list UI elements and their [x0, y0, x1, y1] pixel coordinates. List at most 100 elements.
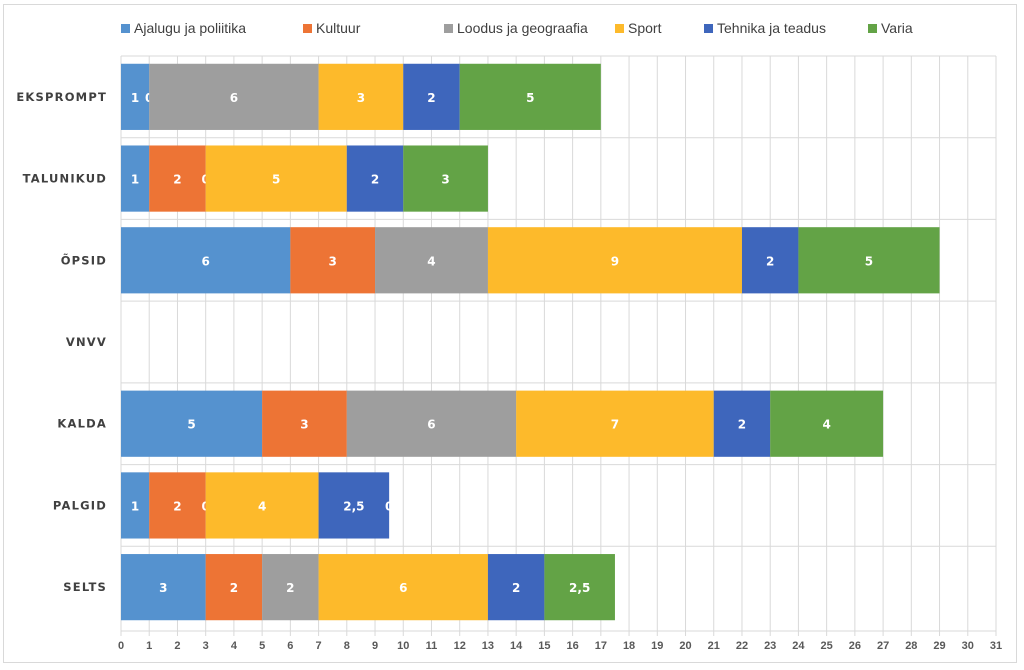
- bar-segment: [516, 390, 714, 457]
- category-label: EKSPROMPT: [16, 90, 107, 104]
- category-label: TALUNIKUD: [23, 172, 107, 186]
- bar-segment: [121, 63, 150, 130]
- legend-swatch: [615, 23, 624, 33]
- legend-item: Sport: [615, 20, 661, 36]
- x-tick-label: 15: [538, 640, 550, 652]
- x-tick-label: 29: [933, 640, 945, 652]
- legend-item: Varia: [868, 20, 913, 36]
- legend-item: Ajalugu ja poliitika: [121, 20, 246, 36]
- bar-segment: [544, 554, 615, 621]
- bar-segment: [121, 145, 150, 212]
- data-label: 2,5: [343, 499, 364, 513]
- data-label: 2,5: [569, 581, 590, 595]
- x-tick-label: 26: [849, 640, 861, 652]
- bar-segment: [205, 472, 319, 539]
- x-tick-label: 3: [203, 640, 209, 652]
- category-label: SELTS: [63, 580, 107, 594]
- data-label: 3: [300, 418, 308, 432]
- x-tick-label: 31: [990, 640, 1002, 652]
- legend-item: Loodus ja geograafia: [444, 20, 588, 36]
- x-tick-label: 19: [651, 640, 663, 652]
- x-tick-label: 2: [174, 640, 180, 652]
- data-label: 4: [258, 499, 266, 513]
- x-tick-label: 6: [287, 640, 293, 652]
- data-label: 9: [611, 254, 619, 268]
- data-label: 6: [201, 254, 209, 268]
- bar-segment: [318, 472, 390, 539]
- legend-label: Kultuur: [316, 20, 361, 36]
- bar-segment: [318, 554, 488, 621]
- data-label: 4: [822, 418, 830, 432]
- x-tick-label: 30: [962, 640, 974, 652]
- category-label: VNVV: [66, 335, 107, 349]
- data-label: 2: [173, 173, 181, 187]
- bar-segment: [318, 63, 404, 130]
- legend-label: Varia: [881, 20, 913, 36]
- legend-swatch: [444, 23, 453, 33]
- x-tick-label: 4: [231, 640, 238, 652]
- data-label: 5: [187, 418, 195, 432]
- bar-segment: [346, 390, 517, 457]
- legend-label: Loodus ja geograafia: [457, 20, 588, 36]
- x-tick-label: 1: [146, 640, 152, 652]
- x-tick-label: 22: [736, 640, 748, 652]
- data-label: 7: [611, 418, 619, 432]
- data-label: 1: [131, 91, 139, 105]
- category-label: ÕPSID: [61, 252, 107, 267]
- x-tick-label: 16: [566, 640, 578, 652]
- data-label: 2: [286, 581, 294, 595]
- x-tick-label: 12: [454, 640, 466, 652]
- data-label: 1: [131, 173, 139, 187]
- data-label: 2: [512, 581, 520, 595]
- legend-swatch: [303, 23, 312, 33]
- data-label: 5: [865, 254, 873, 268]
- x-tick-label: 23: [764, 640, 776, 652]
- data-label: 2: [738, 418, 746, 432]
- bar-segment: [713, 390, 771, 457]
- bar-segment: [487, 227, 742, 294]
- x-tick-label: 18: [623, 640, 635, 652]
- bar-segment: [205, 554, 263, 621]
- x-tick-label: 20: [679, 640, 691, 652]
- bar-segment: [798, 227, 940, 294]
- x-tick-label: 21: [708, 640, 720, 652]
- data-label: 3: [441, 173, 449, 187]
- data-label: 2: [173, 499, 181, 513]
- bar-segment: [403, 63, 460, 130]
- bar-segment: [459, 63, 601, 130]
- x-tick-label: 11: [426, 640, 438, 652]
- bar-segment: [770, 390, 884, 457]
- x-tick-label: 8: [344, 640, 350, 652]
- data-label: 2: [371, 173, 379, 187]
- legend-swatch: [121, 23, 130, 33]
- data-label: 2: [230, 581, 238, 595]
- legend-swatch: [704, 23, 713, 33]
- chart-frame: [3, 4, 1017, 663]
- bar-segment: [121, 554, 206, 621]
- data-label: 2: [427, 91, 435, 105]
- x-tick-label: 14: [510, 640, 523, 652]
- legend-label: Sport: [628, 20, 662, 36]
- x-tick-label: 25: [821, 640, 833, 652]
- x-tick-label: 0: [118, 640, 124, 652]
- bar-segment: [262, 390, 347, 457]
- legend: Ajalugu ja poliitika Kultuur Loodus ja geo…: [0, 20, 1024, 42]
- bar-segment: [149, 63, 319, 130]
- legend-item: Tehnika ja teadus: [704, 20, 826, 36]
- data-label: 6: [427, 418, 435, 432]
- data-label: 3: [159, 581, 167, 595]
- data-label: 4: [427, 254, 435, 268]
- bar-segment: [487, 554, 545, 621]
- data-label: 3: [357, 91, 365, 105]
- bar-segment: [149, 145, 206, 212]
- x-tick-label: 7: [316, 640, 322, 652]
- legend-label: Tehnika ja teadus: [717, 20, 826, 36]
- bar-segment: [121, 472, 150, 539]
- category-label: KALDA: [57, 417, 107, 431]
- data-label: 3: [329, 254, 337, 268]
- legend-swatch: [868, 23, 877, 33]
- bar-segment: [346, 145, 404, 212]
- data-label: 6: [230, 91, 238, 105]
- bar-segment: [375, 227, 488, 294]
- bar-segment: [149, 472, 206, 539]
